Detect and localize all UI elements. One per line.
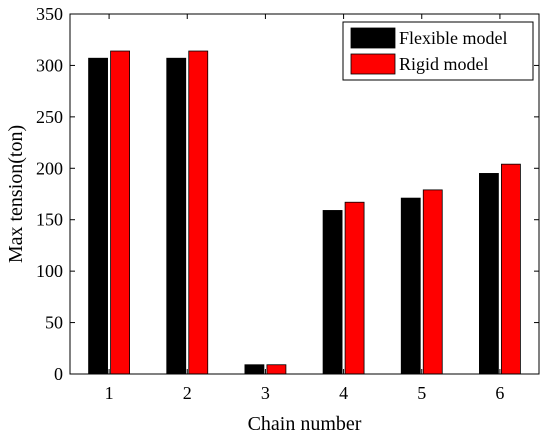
x-tick-label-1: 1: [105, 383, 114, 403]
bar-rigid-model-chain-6: [501, 163, 521, 375]
y-tick-label: 300: [36, 55, 63, 75]
bar-flexible-model-chain-6: [479, 173, 499, 375]
x-tick-label-6: 6: [495, 383, 504, 403]
bars-layer: [88, 50, 521, 375]
bar-rigid-model-chain-5: [422, 189, 443, 375]
x-axis-label: Chain number: [248, 413, 362, 435]
bar-rigid-model-chain-1: [110, 50, 130, 375]
x-tick-label-5: 5: [417, 383, 426, 403]
bar-flexible-model-chain-2: [166, 57, 187, 375]
bar-flexible-model-chain-4: [322, 210, 343, 375]
y-tick-label: 0: [54, 364, 63, 384]
legend: Flexible model Rigid model: [342, 21, 534, 81]
x-tick-label-3: 3: [261, 383, 270, 403]
bar-flexible-model-chain-5: [400, 197, 421, 375]
y-tick-label: 50: [45, 313, 63, 333]
x-axis: 1 2 3 4 5 6: [105, 14, 504, 403]
legend-swatch-flexible-model: [350, 27, 396, 49]
y-axis-label: Max tension(ton): [5, 125, 27, 263]
y-axis: 0 50 100 150 200 250 300 350: [36, 4, 539, 384]
y-tick-label: 150: [36, 210, 63, 230]
bar-rigid-model-chain-2: [188, 50, 209, 375]
legend-label-rigid-model: Rigid model: [399, 54, 489, 74]
y-tick-label: 200: [36, 158, 63, 178]
plot-frame: [69, 13, 540, 375]
bar-flexible-model-chain-1: [88, 57, 108, 375]
x-tick-label-2: 2: [183, 383, 192, 403]
y-tick-label: 250: [36, 107, 63, 127]
legend-label-flexible-model: Flexible model: [399, 28, 507, 48]
x-tick-label-4: 4: [339, 383, 348, 403]
bar-flexible-model-chain-3: [244, 364, 265, 375]
y-tick-label: 350: [36, 4, 63, 24]
bar-rigid-model-chain-3: [266, 364, 287, 375]
legend-swatch-rigid-model: [350, 53, 396, 75]
bar-rigid-model-chain-4: [344, 201, 365, 375]
y-tick-label: 100: [36, 261, 63, 281]
